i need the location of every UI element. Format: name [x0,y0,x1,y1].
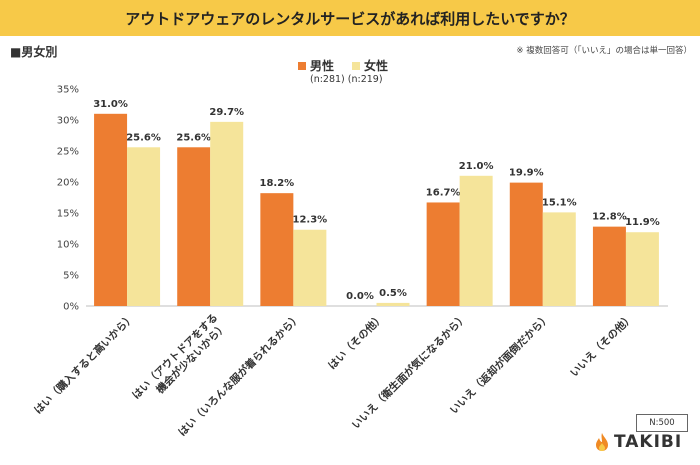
value-label-female: 11.9% [625,217,660,228]
y-tick-label: 25% [57,147,79,158]
y-tick-label: 35% [57,85,79,96]
section-label: ■男女別 [10,45,58,59]
bar-male [592,226,626,306]
y-tick-label: 0% [63,302,79,313]
y-tick-label: 5% [63,271,79,282]
bar-female [210,121,244,306]
category-label: はい（購入すると高いから） [31,311,137,417]
y-tick-label: 10% [57,240,79,251]
y-tick-label: 30% [57,116,79,127]
legend-male-label: 男性 [310,59,335,73]
value-label-male: 12.8% [592,212,627,223]
flame-icon [596,433,608,451]
bar-male [260,193,294,306]
value-label-male: 0.0% [346,291,374,302]
value-label-male: 16.7% [426,187,461,198]
y-tick-label: 20% [57,178,79,189]
category-label-group: はい（その他） [325,311,386,372]
bar-male [94,113,128,306]
category-label: はい（その他） [325,311,386,372]
y-tick-label: 15% [57,209,79,220]
value-label-male: 25.6% [176,132,211,143]
bar-female [542,212,576,306]
category-label: はい（アウトドアをする [129,311,220,402]
brand-name: TAKIBI [614,432,683,452]
value-label-male: 31.0% [93,99,128,110]
bar-female [625,232,659,306]
bar-female [459,175,493,306]
category-label-group: いいえ（その他） [567,311,636,380]
value-label-male: 18.2% [260,178,295,189]
legend: 男性 女性 [298,57,388,74]
value-label-female: 15.1% [542,197,577,208]
bar-female [127,147,161,306]
bar-male [177,147,211,306]
sample-size-box: N:500 [636,414,688,432]
legend-male-swatch [298,61,306,70]
value-label-female: 12.3% [293,215,328,226]
legend-female-label: 女性 [364,59,389,73]
answer-note: ※ 複数回答可（「いいえ」の場合は単一回答） [516,46,692,56]
category-label-group: はい（購入すると高いから） [31,311,137,417]
value-label-female: 0.5% [379,288,407,299]
brand-logo: TAKIBI [594,432,682,452]
legend-female-swatch [352,61,361,70]
title-bar: アウトドアウェアのレンタルサービスがあれば利用したいですか？ [0,0,700,36]
category-label: いいえ（その他） [567,311,636,380]
bar-female [376,302,410,306]
bar-female [293,229,327,306]
value-label-female: 21.0% [459,161,494,172]
chart-title: アウトドアウェアのレンタルサービスがあれば利用したいですか？ [125,9,575,28]
bar-male [509,182,543,306]
bar-male [426,202,460,306]
value-label-female: 25.6% [126,132,161,143]
value-label-male: 19.9% [509,168,544,179]
value-label-female: 29.7% [209,107,244,118]
legend-counts: (n:281) (n:219) [310,74,383,85]
